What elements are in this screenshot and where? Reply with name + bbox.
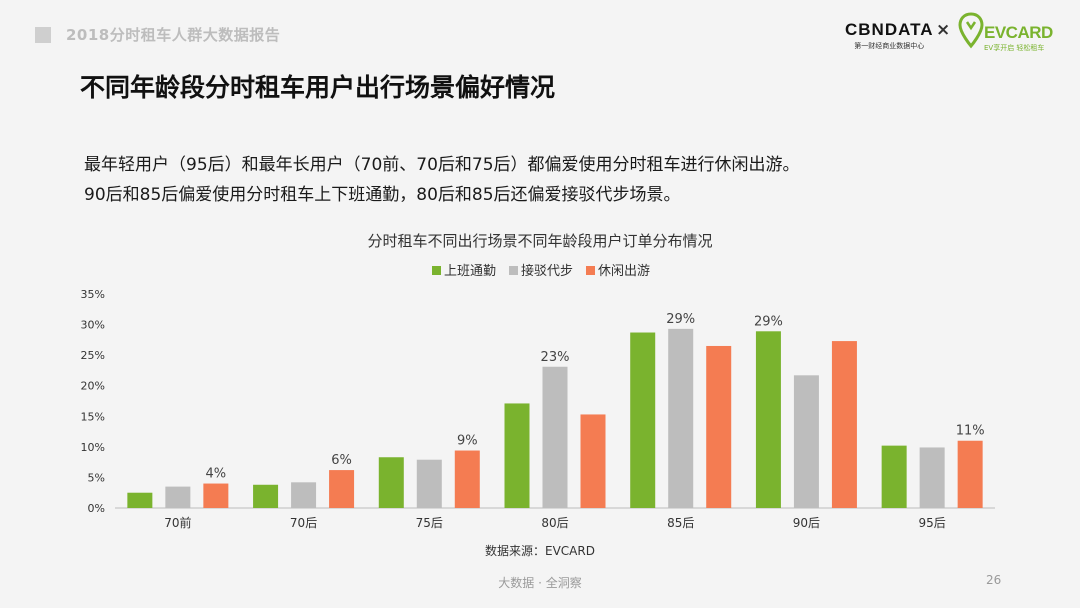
bar-1-1	[127, 492, 153, 508]
bar-6-1	[755, 331, 781, 508]
x-tick-label: 70后	[290, 516, 317, 530]
logo-separator: ×	[936, 20, 951, 40]
bar-2-3	[329, 470, 355, 508]
y-tick-label: 30%	[81, 319, 105, 332]
data-label: 4%	[206, 467, 227, 482]
x-tick-label: 70前	[164, 515, 191, 530]
cbndata-logo: CBNDATA 第一财经商业数据中心	[845, 20, 934, 51]
chart-source: 数据来源：EVCARD	[485, 543, 595, 558]
x-tick-label: 75后	[416, 516, 443, 530]
evcard-pin-icon	[958, 12, 984, 49]
chart-bars	[127, 328, 983, 508]
bar-4-1	[504, 403, 530, 508]
bar-4-3	[580, 414, 606, 508]
bar-6-3	[831, 341, 857, 508]
evcard-logo-subtitle: EV享开启 轻松租车	[984, 44, 1045, 52]
bar-7-2	[919, 447, 945, 508]
bar-5-3	[706, 345, 732, 508]
bar-3-2	[416, 459, 442, 508]
header-square	[35, 27, 51, 43]
x-axis: 70前 70后 75后 80后 85后 90后 95后	[164, 515, 946, 530]
x-tick-label: 80后	[541, 516, 568, 530]
cbndata-logo-subtitle: 第一财经商业数据中心	[854, 42, 925, 50]
legend-swatch-1	[432, 266, 441, 275]
bar-7-3	[957, 440, 983, 508]
y-tick-label: 5%	[88, 471, 105, 484]
legend-label-3: 休闲出游	[598, 264, 650, 279]
x-tick-label: 90后	[793, 516, 820, 530]
page-title: 不同年龄段分时租车用户出行场景偏好情况	[80, 73, 556, 102]
bar-2-2	[291, 482, 317, 508]
y-tick-label: 20%	[81, 380, 105, 393]
summary-line-1: 最年轻用户（95后）和最年长用户（70前、70后和75后）都偏爱使用分时租车进行…	[84, 155, 800, 175]
legend-label-2: 接驳代步	[521, 263, 573, 279]
data-label: 11%	[956, 424, 985, 439]
legend-label-1: 上班通勤	[444, 264, 496, 279]
footer-tagline: 大数据 · 全洞察	[498, 576, 582, 590]
data-label: 29%	[754, 314, 783, 329]
chart-legend: 上班通勤 接驳代步 休闲出游	[432, 263, 650, 279]
chart-data-labels: 4% 6% 9% 23% 29% 29% 11%	[206, 312, 985, 482]
y-tick-label: 35%	[81, 288, 105, 301]
chart-title: 分时租车不同出行场景不同年龄段用户订单分布情况	[367, 232, 712, 250]
evcard-logo-text: EVCARD	[984, 23, 1053, 42]
page-number: 26	[986, 573, 1002, 587]
data-label: 9%	[457, 434, 478, 449]
bar-5-2	[668, 328, 694, 508]
summary-text: 最年轻用户（95后）和最年长用户（70前、70后和75后）都偏爱使用分时租车进行…	[84, 150, 800, 210]
legend-swatch-3	[586, 266, 595, 275]
y-tick-label: 10%	[81, 441, 105, 454]
data-label: 6%	[331, 453, 352, 468]
bar-1-2	[165, 486, 191, 508]
data-label: 23%	[541, 350, 570, 365]
y-tick-label: 0%	[88, 502, 105, 515]
evcard-logo: EVCARD EV享开启 轻松租车	[958, 12, 1053, 56]
legend-swatch-2	[509, 266, 518, 275]
x-tick-label: 85后	[667, 516, 694, 530]
bar-6-2	[793, 375, 819, 508]
report-title: 2018分时租车人群大数据报告	[66, 26, 281, 44]
x-tick-label: 95后	[919, 516, 946, 530]
cbndata-logo-text: CBNDATA	[845, 20, 934, 39]
y-axis: 0% 5% 10% 15% 20% 25% 30% 35%	[81, 288, 105, 515]
data-label: 29%	[666, 312, 695, 327]
bar-4-2	[542, 366, 568, 508]
bar-5-1	[630, 332, 656, 508]
y-tick-label: 25%	[81, 349, 105, 362]
bar-3-1	[378, 457, 404, 508]
y-tick-label: 15%	[81, 410, 105, 423]
bar-7-1	[881, 445, 907, 508]
bar-1-3	[203, 483, 229, 508]
bar-2-1	[253, 484, 279, 508]
summary-line-2: 90后和85后偏爱使用分时租车上下班通勤，80后和85后还偏爱接驳代步场景。	[84, 185, 681, 205]
bar-3-3	[454, 450, 480, 508]
